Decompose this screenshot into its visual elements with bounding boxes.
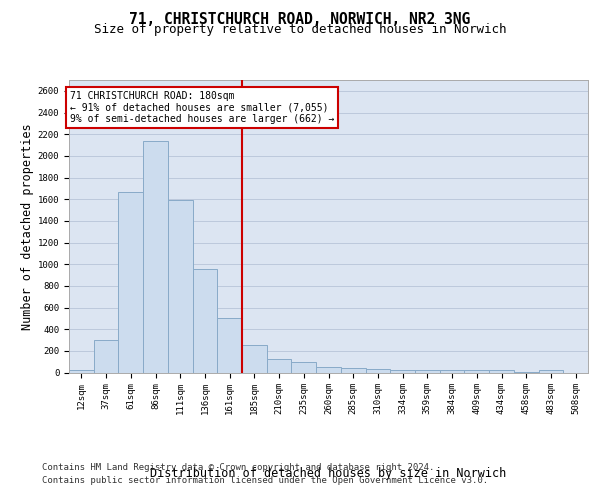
Text: Contains HM Land Registry data © Crown copyright and database right 2024.: Contains HM Land Registry data © Crown c… xyxy=(42,464,434,472)
Bar xyxy=(242,346,267,372)
X-axis label: Distribution of detached houses by size in Norwich: Distribution of detached houses by size … xyxy=(151,467,506,480)
Bar xyxy=(69,370,94,372)
Bar xyxy=(440,370,464,372)
Bar xyxy=(390,370,415,372)
Bar xyxy=(365,368,390,372)
Bar xyxy=(267,359,292,372)
Text: 71 CHRISTCHURCH ROAD: 180sqm
← 91% of detached houses are smaller (7,055)
9% of : 71 CHRISTCHURCH ROAD: 180sqm ← 91% of de… xyxy=(70,91,335,124)
Bar xyxy=(316,367,341,372)
Bar xyxy=(489,370,514,372)
Text: Size of property relative to detached houses in Norwich: Size of property relative to detached ho… xyxy=(94,24,506,36)
Bar xyxy=(292,362,316,372)
Bar xyxy=(464,370,489,372)
Text: Contains public sector information licensed under the Open Government Licence v3: Contains public sector information licen… xyxy=(42,476,488,485)
Bar xyxy=(168,200,193,372)
Text: 71, CHRISTCHURCH ROAD, NORWICH, NR2 3NG: 71, CHRISTCHURCH ROAD, NORWICH, NR2 3NG xyxy=(130,12,470,28)
Bar xyxy=(539,370,563,372)
Y-axis label: Number of detached properties: Number of detached properties xyxy=(20,123,34,330)
Bar xyxy=(415,370,440,372)
Bar xyxy=(193,268,217,372)
Bar xyxy=(341,368,365,372)
Bar xyxy=(118,192,143,372)
Bar xyxy=(217,318,242,372)
Bar xyxy=(94,340,118,372)
Bar xyxy=(143,140,168,372)
